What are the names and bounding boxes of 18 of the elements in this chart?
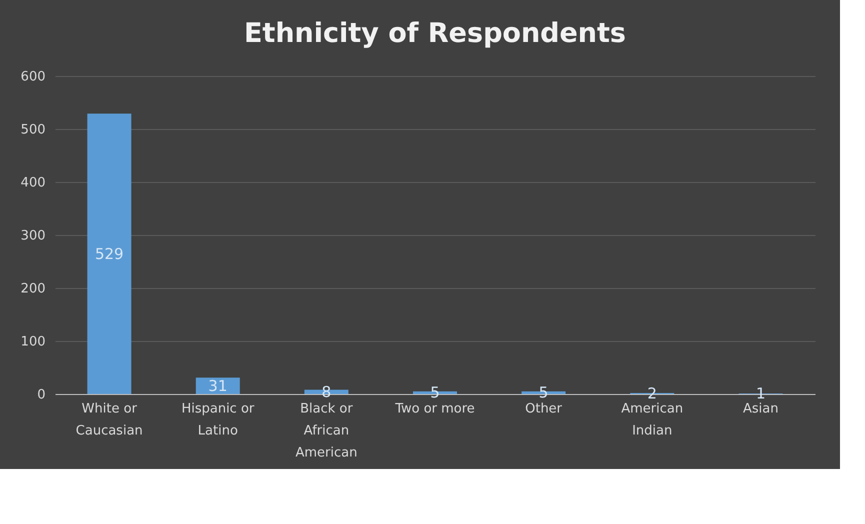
data-label: 529: [94, 244, 124, 263]
x-tick-label: Asian: [742, 402, 778, 416]
y-tick-label: 400: [20, 176, 46, 190]
x-tick-label: Two or more: [394, 402, 475, 416]
y-tick-label: 200: [20, 282, 46, 296]
data-label: 31: [208, 376, 228, 395]
y-tick-label: 0: [37, 388, 46, 402]
x-tick-label: Black or African American: [295, 402, 358, 460]
y-tick-label: 500: [20, 122, 46, 138]
y-tick-label: 600: [20, 70, 46, 84]
x-tick-label: White or Caucasian: [76, 402, 143, 438]
y-tick-label: 300: [20, 228, 46, 244]
x-tick-label: Other: [525, 402, 563, 416]
chart-title: Ethnicity of Respondents: [244, 18, 626, 49]
bar: [87, 114, 132, 394]
y-tick-label: 100: [20, 334, 46, 350]
x-tick-label: Hispanic or Latino: [181, 402, 255, 438]
x-tick-label: American Indian: [621, 402, 684, 438]
